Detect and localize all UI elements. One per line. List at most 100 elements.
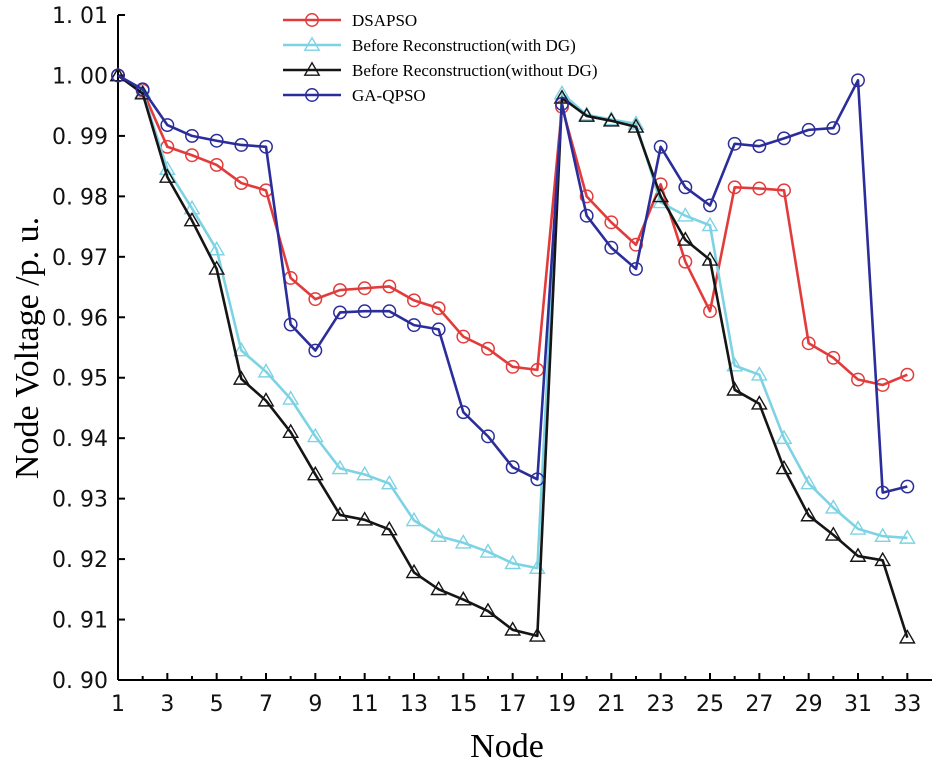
- data-point: [775, 429, 793, 445]
- data-point: [727, 180, 742, 195]
- x-tick-label: 29: [795, 692, 823, 717]
- data-point: [900, 367, 915, 382]
- legend-label: DSAPSO: [352, 11, 417, 30]
- data-point: [185, 128, 199, 143]
- x-axis-title: Node: [470, 728, 544, 765]
- series-line: [117, 74, 909, 639]
- data-point: [579, 189, 594, 204]
- data-point: [331, 459, 349, 475]
- data-point: [479, 543, 497, 558]
- data-point: [454, 591, 472, 606]
- data-point: [306, 465, 324, 481]
- data-point: [653, 139, 668, 154]
- data-point: [801, 122, 816, 137]
- data-point: [183, 211, 201, 227]
- data-point: [430, 527, 448, 543]
- legend-marker: [303, 61, 321, 76]
- legend-item: GA-QPSO: [283, 86, 426, 105]
- data-point: [826, 121, 841, 136]
- x-tick-label: 25: [696, 692, 724, 717]
- data-point: [676, 207, 694, 222]
- x-tick-label: 5: [210, 692, 224, 717]
- data-point: [456, 329, 471, 344]
- y-axis-title: Node Voltage /p. u.: [9, 217, 46, 479]
- data-point: [431, 322, 446, 337]
- data-point: [407, 293, 421, 308]
- series-ga-qpso: [111, 68, 915, 500]
- data-point: [602, 112, 620, 127]
- data-point: [703, 198, 717, 213]
- x-tick-label: 15: [449, 692, 477, 717]
- legend-marker: [303, 36, 321, 51]
- data-point: [308, 343, 323, 358]
- data-point: [282, 390, 300, 405]
- data-point: [528, 627, 546, 642]
- data-point: [629, 261, 643, 276]
- data-point: [456, 405, 471, 420]
- series-before-reconstruction-without-dg: [109, 66, 916, 644]
- data-point: [898, 629, 916, 644]
- data-point: [727, 136, 742, 151]
- data-point: [454, 534, 472, 549]
- data-point: [652, 187, 670, 203]
- data-point: [898, 529, 916, 544]
- x-tick-label: 7: [259, 692, 273, 717]
- x-tick-label: 13: [400, 692, 428, 717]
- data-point: [604, 240, 619, 255]
- data-point: [775, 459, 793, 475]
- data-point: [111, 68, 125, 83]
- data-point: [380, 520, 398, 536]
- data-point: [479, 602, 497, 617]
- data-point: [283, 317, 298, 332]
- data-point: [726, 381, 744, 396]
- y-tick-label: 0. 93: [52, 488, 108, 513]
- y-tick-label: 0. 96: [52, 306, 108, 331]
- y-tick-label: 0. 99: [52, 125, 108, 150]
- data-point: [824, 526, 842, 541]
- data-point: [826, 350, 841, 365]
- data-point: [382, 304, 397, 319]
- legend-marker: [305, 13, 319, 27]
- data-point: [234, 176, 249, 191]
- data-point: [405, 563, 423, 579]
- y-tick-label: 0. 98: [52, 185, 108, 210]
- data-point: [382, 279, 397, 294]
- data-point: [530, 472, 545, 487]
- data-point: [676, 231, 694, 246]
- legend-label: GA-QPSO: [352, 86, 426, 105]
- y-tick-label: 0. 92: [52, 548, 108, 573]
- data-point: [504, 621, 522, 636]
- data-point: [678, 254, 693, 269]
- x-tick-label: 17: [499, 692, 527, 717]
- data-point: [209, 133, 224, 148]
- data-point: [185, 148, 199, 163]
- data-point: [824, 499, 842, 514]
- data-point: [874, 551, 892, 567]
- data-point: [777, 131, 791, 146]
- y-tick-label: 1. 00: [52, 64, 108, 89]
- y-tick-label: 1. 01: [52, 4, 108, 29]
- x-tick-label: 31: [844, 692, 872, 717]
- data-point: [849, 520, 867, 535]
- data-point: [232, 341, 250, 357]
- data-point: [232, 370, 250, 385]
- y-tick-label: 0. 97: [52, 246, 108, 271]
- data-point: [158, 168, 176, 183]
- data-point: [701, 251, 719, 266]
- data-point: [849, 547, 867, 562]
- legend-item: Before Reconstruction(without DG): [283, 61, 598, 80]
- data-point: [851, 372, 865, 387]
- data-point: [257, 392, 275, 407]
- y-tick-label: 0. 90: [52, 669, 108, 694]
- data-point: [505, 460, 520, 475]
- data-point: [380, 474, 398, 490]
- x-tick-label: 11: [351, 692, 379, 717]
- y-tick-label: 0. 91: [52, 609, 108, 634]
- data-point: [900, 479, 915, 494]
- data-point: [505, 359, 520, 374]
- x-tick-label: 9: [308, 692, 322, 717]
- data-point: [333, 305, 347, 320]
- x-tick-label: 33: [893, 692, 921, 717]
- data-point: [234, 138, 249, 152]
